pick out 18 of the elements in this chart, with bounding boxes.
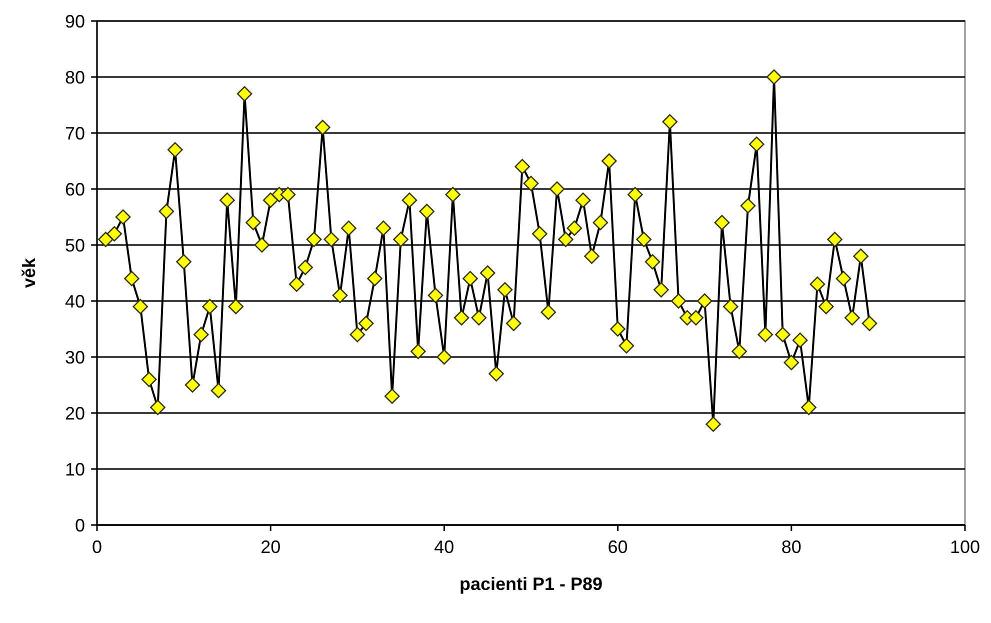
- y-tick-label: 10: [64, 459, 85, 480]
- y-tick-label: 50: [64, 235, 85, 256]
- y-tick-label: 60: [64, 179, 85, 200]
- y-tick-label: 20: [64, 403, 85, 424]
- y-tick-label: 80: [64, 67, 85, 88]
- y-axis-title: věk: [19, 257, 39, 288]
- y-tick-label: 30: [64, 347, 85, 368]
- x-axis-title: pacienti P1 - P89: [459, 574, 603, 594]
- x-tick-label: 80: [781, 537, 802, 557]
- x-tick-label: 100: [950, 537, 980, 557]
- x-tick-label: 60: [608, 537, 628, 557]
- y-tick-label: 70: [64, 123, 85, 144]
- y-tick-label: 90: [64, 11, 85, 32]
- x-tick-label: 0: [92, 537, 102, 557]
- y-tick-label: 40: [64, 291, 85, 312]
- x-tick-label: 20: [260, 537, 281, 557]
- y-tick-label: 0: [74, 515, 85, 536]
- x-tick-label: 40: [434, 537, 454, 557]
